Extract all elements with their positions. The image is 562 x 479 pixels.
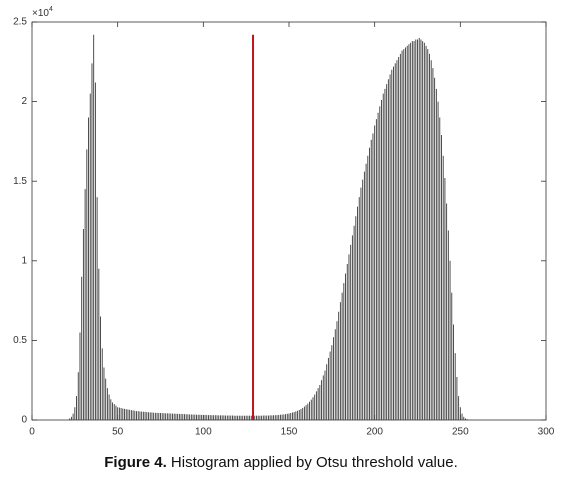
y-exponent-power: 4 (49, 6, 53, 13)
y-tick-label: 2.5 (13, 17, 27, 28)
x-tick-label: 250 (452, 427, 469, 438)
x-tick-label: 50 (112, 427, 124, 438)
x-tick-label: 150 (281, 427, 298, 438)
y-exponent-base: ×10 (32, 8, 49, 19)
y-tick-label: 2 (21, 96, 27, 107)
caption: Figure 4. Histogram applied by Otsu thre… (104, 454, 458, 471)
x-tick-label: 100 (195, 427, 212, 438)
y-tick-label: 1 (21, 255, 27, 266)
x-tick-label: 200 (366, 427, 383, 438)
x-tick-label: 300 (538, 427, 555, 438)
y-tick-label: 1.5 (13, 176, 27, 187)
x-tick-label: 0 (29, 427, 35, 438)
plot-frame (31, 21, 547, 421)
y-tick-label: 0 (21, 415, 27, 426)
caption-label: Figure 4. (104, 454, 167, 471)
caption-text: Histogram applied by Otsu threshold valu… (171, 454, 458, 471)
y-exponent: ×104 (32, 6, 53, 19)
y-tick-label: 0.5 (13, 335, 27, 346)
